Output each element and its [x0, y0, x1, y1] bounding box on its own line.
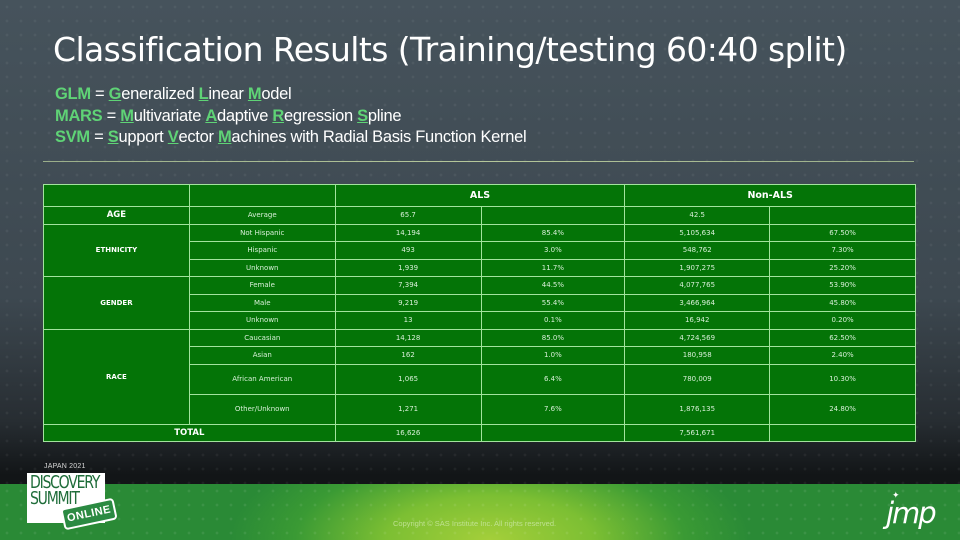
row-label: Unknown: [188, 258, 336, 277]
non-als-count: 780,009: [624, 363, 771, 395]
als-percent: 3.0%: [480, 241, 626, 260]
row-label: Not Hispanic: [188, 223, 336, 242]
non-als-percent: 2.40%: [769, 346, 916, 365]
jmp-star-icon: ✦: [892, 490, 900, 500]
non-als-total-pct-empty: [769, 423, 916, 442]
als-count: 9,219: [334, 293, 482, 312]
als-count: 14,194: [334, 223, 482, 242]
non-als-count: 3,466,964: [624, 293, 771, 312]
logo-line-summit: SUMMIT: [30, 488, 80, 509]
table-row: African American 1,065 6.4% 780,009 10.3…: [44, 363, 916, 395]
table-row: Other/Unknown 1,271 7.6% 1,876,135 24.80…: [44, 393, 916, 425]
non-als-count: 16,942: [624, 311, 771, 330]
row-label: Hispanic: [188, 241, 336, 260]
non-als-count: 4,077,765: [624, 276, 771, 295]
non-als-count: 4,724,569: [624, 328, 771, 347]
als-count: 1,939: [334, 258, 482, 277]
row-label: Asian: [188, 346, 336, 365]
slide-title: Classification Results (Training/testing…: [53, 30, 847, 69]
row-label: Male: [188, 293, 336, 312]
als-percent: 85.0%: [480, 328, 626, 347]
als-total-pct-empty: [480, 423, 626, 442]
definition-mars: MARS = Multivariate Adaptive Regression …: [55, 106, 402, 125]
category-race: RACE: [43, 328, 190, 425]
als-pct-empty: [480, 206, 626, 225]
non-als-pct-empty: [769, 206, 916, 225]
copyright-text: Copyright © SAS Institute Inc. All right…: [393, 519, 557, 528]
table-row: RACE Caucasian 14,128 85.0% 4,724,569 62…: [43, 328, 916, 425]
table-header-row: ALS Non-ALS: [43, 184, 916, 207]
als-percent: 7.6%: [480, 393, 626, 425]
table-row: Asian 162 1.0% 180,958 2.40%: [44, 346, 916, 365]
als-count: 13: [334, 311, 482, 330]
acronym: MARS: [55, 106, 103, 125]
title-divider: [43, 161, 914, 162]
als-percent: 44.5%: [480, 276, 626, 295]
als-total: 16,626: [334, 423, 482, 442]
total-label: TOTAL: [43, 423, 336, 442]
als-count: 7,394: [334, 276, 482, 295]
non-als-percent: 67.50%: [769, 223, 916, 242]
acronym: SVM: [55, 128, 90, 146]
non-als-percent: 25.20%: [769, 258, 916, 277]
non-als-count: 180,958: [624, 346, 771, 365]
non-als-percent: 0.20%: [769, 311, 916, 330]
als-count: 1,065: [334, 363, 482, 395]
definition-glm: GLM = Generalized Linear Model: [55, 85, 292, 103]
non-als-percent: 10.30%: [769, 363, 916, 395]
header-blank: [188, 184, 336, 207]
non-als-percent: 53.90%: [769, 276, 916, 295]
als-count: 162: [334, 346, 482, 365]
jmp-logo: jmp: [886, 496, 937, 530]
als-count: 14,128: [334, 328, 482, 347]
table-row: Unknown 13 0.1% 16,942 0.20%: [44, 311, 916, 330]
als-percent: 6.4%: [480, 363, 626, 395]
non-als-count: 548,762: [624, 241, 771, 260]
logo-line-discovery: DISCOVERY: [30, 472, 100, 493]
non-als-count: 5,105,634: [624, 223, 771, 242]
category-age: AGE: [43, 206, 190, 225]
als-percent: 11.7%: [480, 258, 626, 277]
non-als-percent: 45.80%: [769, 293, 916, 312]
als-count: 493: [334, 241, 482, 260]
row-label: Other/Unknown: [188, 393, 336, 425]
header-als: ALS: [334, 184, 626, 207]
event-region-label: JAPAN 2021: [44, 463, 86, 470]
table-row: GENDER Female 7,394 44.5% 4,077,765 53.9…: [43, 276, 916, 330]
row-label: Caucasian: [188, 328, 336, 347]
non-als-count: 1,876,135: [624, 393, 771, 425]
als-percent: 1.0%: [480, 346, 626, 365]
als-percent: 85.4%: [480, 223, 626, 242]
non-als-value: 42.5: [624, 206, 771, 225]
als-value: 65.7: [334, 206, 482, 225]
non-als-percent: 7.30%: [769, 241, 916, 260]
category-gender: GENDER: [43, 276, 190, 330]
row-label: Unknown: [188, 311, 336, 330]
demographics-table: ALS Non-ALS AGE Average 65.7 42.5 ETHNIC…: [43, 184, 916, 442]
header-blank: [43, 184, 190, 207]
als-percent: 0.1%: [480, 311, 626, 330]
row-label: Female: [188, 276, 336, 295]
non-als-percent: 24.80%: [769, 393, 916, 425]
definition-svm: SVM = Support Vector Machines with Radia…: [55, 128, 527, 146]
table-row: ETHNICITY Not Hispanic 14,194 85.4% 5,10…: [43, 223, 916, 277]
als-percent: 55.4%: [480, 293, 626, 312]
non-als-percent: 62.50%: [769, 328, 916, 347]
header-non-als: Non-ALS: [624, 184, 916, 207]
footer-band: [0, 484, 960, 540]
acronym-definitions: GLM = Generalized Linear Model MARS = Mu…: [55, 84, 527, 149]
category-ethnicity: ETHNICITY: [43, 223, 190, 277]
als-count: 1,271: [334, 393, 482, 425]
row-label: African American: [188, 363, 336, 395]
row-label: Average: [188, 206, 336, 225]
non-als-total: 7,561,671: [624, 423, 771, 442]
table-row-age: AGE Average 65.7 42.5: [43, 206, 916, 225]
non-als-count: 1,907,275: [624, 258, 771, 277]
table-row-total: TOTAL 16,626 7,561,671: [43, 423, 916, 442]
acronym: GLM: [55, 85, 91, 103]
